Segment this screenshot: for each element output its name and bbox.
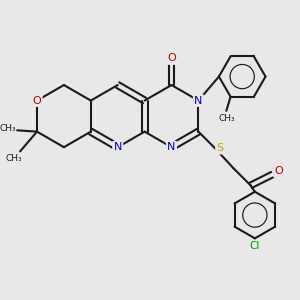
Text: N: N bbox=[167, 142, 176, 152]
Text: CH₃: CH₃ bbox=[5, 154, 22, 163]
Text: N: N bbox=[194, 96, 202, 106]
Text: O: O bbox=[33, 96, 41, 106]
Text: CH₃: CH₃ bbox=[218, 114, 235, 123]
Text: CH₃: CH₃ bbox=[0, 124, 16, 133]
Text: N: N bbox=[113, 142, 122, 152]
Text: O: O bbox=[274, 166, 283, 176]
Text: S: S bbox=[216, 143, 224, 153]
Text: O: O bbox=[167, 53, 176, 64]
Text: Cl: Cl bbox=[250, 241, 260, 251]
